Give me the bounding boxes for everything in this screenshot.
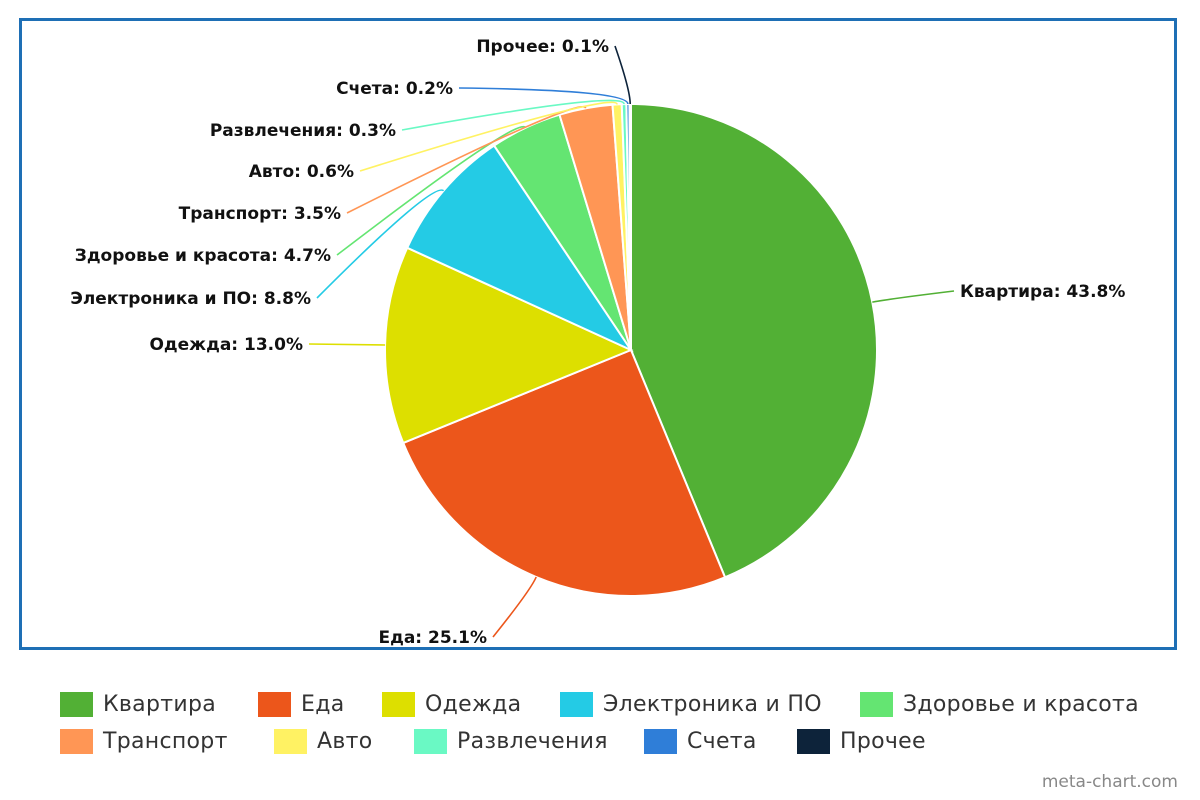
slice-label: Одежда: 13.0% bbox=[149, 335, 303, 355]
pie-slice[interactable] bbox=[630, 102, 878, 579]
legend-item[interactable]: Здоровье и красота bbox=[860, 692, 1150, 717]
legend-row: Квартира Еда Одежда Электроника и ПО Здоровь… bbox=[60, 686, 1180, 723]
legend-swatch bbox=[860, 692, 893, 717]
slice-labels: Квартира: 43.8% Еда: 25.1% Одежда: 13.0% Эл… bbox=[70, 37, 1125, 647]
legend-label: Счета bbox=[687, 729, 757, 754]
label-connector bbox=[401, 99, 625, 131]
pie-chart: Квартира: 43.8% Еда: 25.1% Одежда: 13.0% Эл… bbox=[70, 37, 1125, 647]
legend-label: Здоровье и красота bbox=[903, 692, 1139, 717]
legend-label: Электроника и ПО bbox=[603, 692, 822, 717]
legend-swatch bbox=[382, 692, 415, 717]
slice-label: Счета: 0.2% bbox=[336, 79, 453, 99]
legend-item[interactable]: Авто bbox=[274, 729, 414, 754]
slice-label: Прочее: 0.1% bbox=[476, 37, 609, 57]
legend-swatch bbox=[274, 729, 307, 754]
legend-label: Прочее bbox=[840, 729, 926, 754]
label-connector bbox=[458, 87, 629, 105]
legend-item[interactable]: Развлечения bbox=[414, 729, 644, 754]
label-connector bbox=[316, 189, 445, 299]
legend-swatch bbox=[258, 692, 291, 717]
slice-label: Развлечения: 0.3% bbox=[210, 121, 396, 141]
legend-item[interactable]: Электроника и ПО bbox=[560, 692, 860, 717]
pie-slice[interactable] bbox=[405, 144, 634, 353]
pie-slice[interactable] bbox=[401, 348, 727, 597]
chart-frame: Квартира: 43.8% Еда: 25.1% Одежда: 13.0% Эл… bbox=[19, 18, 1177, 650]
slice-label: Электроника и ПО: 8.8% bbox=[70, 289, 311, 309]
label-connectors bbox=[308, 45, 955, 638]
legend-label: Квартира bbox=[103, 692, 216, 717]
slice-label: Транспорт: 3.5% bbox=[179, 204, 341, 224]
slice-label: Еда: 25.1% bbox=[378, 628, 487, 647]
legend-item[interactable]: Одежда bbox=[382, 692, 560, 717]
label-connector bbox=[872, 290, 955, 303]
legend-row: Транспорт Авто Развлечения Счета Прочее bbox=[60, 723, 1180, 760]
label-connector bbox=[308, 343, 386, 346]
legend-item[interactable]: Еда bbox=[258, 692, 382, 717]
label-connector bbox=[336, 125, 527, 256]
legend-swatch bbox=[797, 729, 830, 754]
slice-label: Авто: 0.6% bbox=[249, 162, 354, 182]
slice-label: Здоровье и красота: 4.7% bbox=[75, 246, 331, 266]
legend-label: Авто bbox=[317, 729, 373, 754]
slice-label: Квартира: 43.8% bbox=[960, 282, 1125, 302]
pie-slices bbox=[384, 102, 878, 597]
label-connector bbox=[359, 101, 618, 172]
legend-swatch bbox=[414, 729, 447, 754]
credit-text: meta-chart.com bbox=[1041, 772, 1178, 792]
legend-item[interactable]: Квартира bbox=[60, 692, 258, 717]
label-connector bbox=[492, 576, 537, 638]
legend-label: Транспорт bbox=[103, 729, 228, 754]
label-connector bbox=[614, 45, 631, 105]
legend-item[interactable]: Прочее bbox=[797, 729, 947, 754]
legend-swatch bbox=[644, 729, 677, 754]
legend: Квартира Еда Одежда Электроника и ПО Здоровь… bbox=[60, 686, 1180, 760]
legend-swatch bbox=[560, 692, 593, 717]
legend-label: Еда bbox=[301, 692, 345, 717]
legend-swatch bbox=[60, 692, 93, 717]
legend-item[interactable]: Счета bbox=[644, 729, 797, 754]
legend-label: Одежда bbox=[425, 692, 522, 717]
legend-label: Развлечения bbox=[457, 729, 608, 754]
legend-item[interactable]: Транспорт bbox=[60, 729, 274, 754]
legend-swatch bbox=[60, 729, 93, 754]
